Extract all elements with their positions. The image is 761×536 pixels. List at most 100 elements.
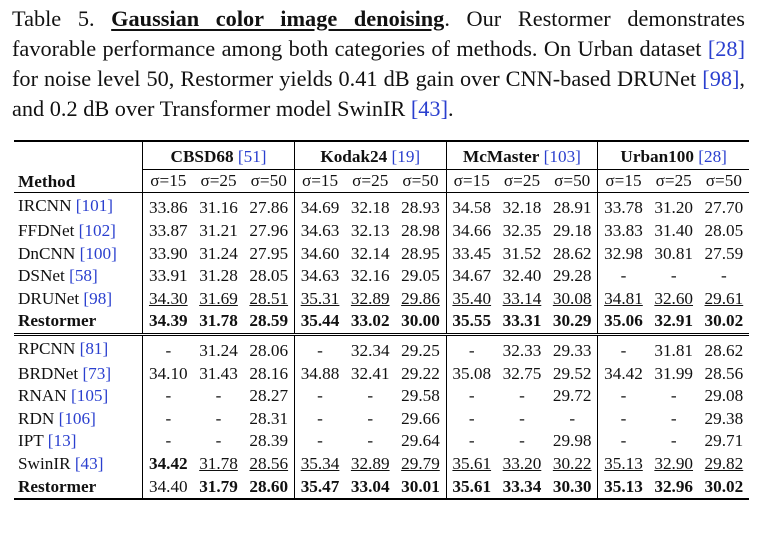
value-cell: 31.28 — [199, 266, 238, 286]
caption: Table 5. Gaussian color image denoising.… — [12, 4, 745, 124]
value-cell: 29.72 — [552, 386, 592, 406]
data-row: Restormer 34.40 31.79 28.60 35.47 33.04 30.01 3… — [14, 475, 749, 499]
value-cell: 32.35 — [502, 221, 542, 241]
caption-text: . — [448, 96, 454, 121]
value-cell: - — [597, 264, 649, 288]
value-cell: 29.18 — [552, 221, 592, 241]
value-cell: 28.27 — [249, 386, 289, 406]
noise-level: σ=50 — [705, 170, 742, 190]
method-name: FFDNet — [18, 221, 75, 241]
value-cell: 30.29 — [552, 311, 592, 331]
value-cell: 33.31 — [502, 311, 542, 331]
value-cell: 35.06 — [597, 310, 649, 335]
value-cell: 27.96 — [249, 221, 289, 241]
value-cell: - — [597, 430, 649, 453]
value-cell: 29.25 — [401, 341, 440, 361]
value-cell: - — [445, 407, 497, 431]
dataset-name: Urban100 — [620, 147, 694, 167]
method-cell: DnCNN [100] — [14, 242, 143, 265]
dataset-header: McMaster [103] — [445, 141, 598, 170]
method-cell: SwinIR [43] — [14, 453, 143, 476]
method-header: Method — [18, 172, 76, 192]
value-cell: 30.30 — [552, 476, 592, 496]
value-cell: 28.91 — [552, 198, 592, 218]
value-cell: 27.59 — [704, 243, 744, 263]
citation: [28] — [707, 36, 745, 61]
data-row: DnCNN [100] 33.90 31.24 27.95 34.60 32.14 28.9… — [14, 242, 749, 265]
value-cell: 29.28 — [552, 266, 592, 286]
value-cell: 33.45 — [445, 242, 497, 265]
value-cell: 29.52 — [552, 363, 592, 383]
table-label: Table 5. — [12, 6, 95, 31]
value-cell: 31.69 — [199, 288, 238, 308]
citation: [98] — [702, 66, 740, 91]
citation: [100] — [79, 243, 117, 263]
value-cell: 32.60 — [654, 288, 694, 308]
method-cell: Restormer — [14, 310, 143, 334]
value-cell: 28.95 — [401, 243, 440, 263]
method-cell: FFDNet [102] — [14, 220, 143, 243]
method-name: RPCNN — [18, 339, 76, 359]
value-cell: - — [445, 334, 497, 363]
citation: [81] — [79, 339, 109, 359]
value-cell: 29.05 — [401, 266, 440, 286]
value-cell: 34.58 — [445, 192, 497, 220]
value-cell: 33.87 — [142, 219, 194, 243]
noise-level: σ=25 — [655, 170, 692, 190]
method-name: SwinIR — [18, 454, 71, 474]
citation: [51] — [237, 147, 267, 167]
value-cell: 29.79 — [401, 454, 440, 474]
noise-level: σ=15 — [445, 169, 497, 193]
value-cell: - — [519, 408, 525, 428]
data-row: BRDNet [73] 34.10 31.43 28.16 34.88 32.41 29.2… — [14, 362, 749, 385]
value-cell: 32.13 — [350, 221, 390, 241]
value-cell: - — [142, 334, 194, 363]
value-cell: - — [142, 407, 194, 431]
value-cell: 31.52 — [502, 243, 542, 263]
value-cell: 34.66 — [445, 219, 497, 243]
value-cell: 27.70 — [704, 198, 744, 218]
value-cell: 32.98 — [597, 242, 649, 265]
value-cell: 28.56 — [704, 363, 744, 383]
method-cell: IRCNN [101] — [14, 193, 143, 220]
value-cell: 29.33 — [552, 341, 592, 361]
value-cell: 30.00 — [401, 311, 440, 331]
citation: [103] — [543, 147, 581, 167]
citation: [43] — [74, 454, 104, 474]
value-cell: 29.08 — [704, 386, 744, 406]
value-cell: 29.86 — [401, 288, 440, 308]
method-name: Restormer — [18, 476, 97, 496]
value-cell: 29.71 — [704, 431, 744, 451]
value-cell: - — [215, 408, 222, 428]
value-cell: 31.81 — [654, 341, 694, 361]
caption-title: Gaussian color image denoising — [111, 6, 445, 31]
value-cell: 34.69 — [293, 192, 346, 220]
value-cell: 28.06 — [249, 341, 289, 361]
value-cell: 29.38 — [704, 408, 744, 428]
value-cell: 31.79 — [199, 476, 238, 496]
value-cell: 29.58 — [401, 386, 440, 406]
value-cell: 27.95 — [249, 243, 289, 263]
citation: [102] — [78, 221, 116, 241]
value-cell: 32.16 — [350, 266, 390, 286]
value-cell: 31.20 — [654, 198, 694, 218]
header-row: σ=15 σ=25 σ=50 σ=15 σ=25 σ=50 σ=15 σ=25 σ=50 σ=15… — [14, 169, 749, 193]
value-cell: 30.02 — [704, 476, 744, 496]
value-cell: 34.63 — [293, 219, 346, 243]
method-name: DnCNN — [18, 243, 76, 263]
value-cell: 30.02 — [704, 311, 744, 331]
value-cell: 32.75 — [502, 363, 542, 383]
value-cell: 33.90 — [142, 242, 194, 265]
citation: [105] — [71, 386, 109, 406]
value-cell: 34.60 — [293, 242, 346, 265]
value-cell: 28.39 — [249, 431, 289, 451]
value-cell: 33.20 — [502, 454, 542, 474]
method-cell: RNAN [105] — [14, 385, 143, 408]
value-cell: 31.16 — [199, 198, 238, 218]
value-cell: 29.64 — [401, 431, 440, 451]
value-cell: 29.82 — [704, 454, 744, 474]
dataset-name: CBSD68 — [170, 147, 234, 167]
value-cell: 35.44 — [293, 310, 346, 335]
value-cell: 33.14 — [502, 288, 542, 308]
